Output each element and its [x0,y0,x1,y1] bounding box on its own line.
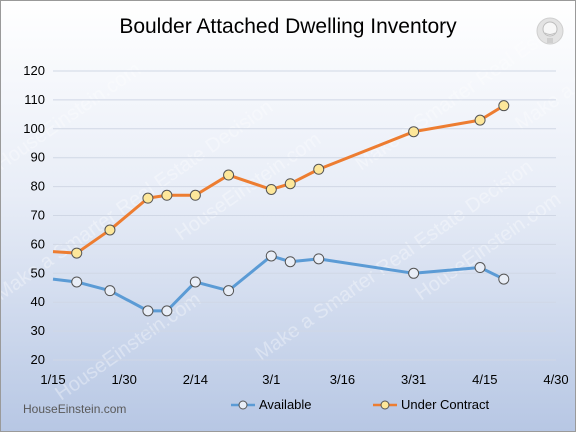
data-point [71,276,83,288]
data-point [313,163,325,175]
y-tick-label: 110 [24,92,45,107]
x-axis-ticks: 1/15 1/30 2/14 3/1 3/16 3/31 4/15 4/30 [40,372,568,387]
watermarks: Make a Smarter Real Estate DecisionHouse… [1,1,575,405]
data-point [161,305,173,317]
x-tick-label: 3/1 [262,372,280,387]
lightbulb-head-icon [536,17,564,45]
data-point [189,189,201,201]
x-tick-label: 3/31 [401,372,426,387]
x-tick-label: 4/30 [543,372,568,387]
y-tick-label: 30 [31,323,45,338]
data-point [265,250,277,262]
y-tick-label: 120 [23,63,45,78]
x-tick-label: 4/15 [472,372,497,387]
y-axis-ticks: 20 30 40 50 60 70 80 90 100 110 120 [23,63,45,367]
legend-label: Under Contract [401,397,490,412]
data-point [104,224,116,236]
chart-title: Boulder Attached Dwelling Inventory [119,15,457,38]
x-tick-label: 1/30 [112,372,137,387]
data-point [161,189,173,201]
data-point [223,285,235,297]
data-point [284,256,296,268]
y-tick-label: 90 [31,150,45,165]
data-point [408,267,420,279]
y-tick-label: 50 [31,265,45,280]
series-0 [52,250,510,317]
brand-footer: HouseEinstein.com [23,402,126,416]
data-point [498,100,510,112]
watermark-text: HouseEinstein.com [51,288,205,405]
data-point [142,305,154,317]
y-tick-label: 40 [31,294,45,309]
data-point [104,285,116,297]
data-point [474,262,486,274]
series-1 [52,100,510,259]
data-point [265,183,277,195]
data-point [284,178,296,190]
data-point [313,253,325,265]
data-point [474,114,486,126]
y-tick-label: 60 [31,236,45,251]
data-point [408,126,420,138]
x-tick-label: 2/14 [183,372,208,387]
data-point [71,247,83,259]
y-tick-label: 100 [23,121,45,136]
legend-entry: Under Contract [373,397,490,412]
legend-swatch-marker [380,400,390,410]
data-point [498,273,510,285]
y-tick-label: 20 [31,352,45,367]
data-point [142,192,154,204]
series-layer [52,100,510,317]
y-tick-label: 70 [31,208,45,223]
data-point [223,169,235,181]
x-tick-label: 1/15 [40,372,65,387]
y-tick-label: 80 [31,179,45,194]
legend-entry: Available [231,397,312,412]
legend: Available Under Contract [231,397,490,412]
data-point [189,276,201,288]
x-tick-label: 3/16 [330,372,355,387]
legend-label: Available [259,397,312,412]
legend-swatch-marker [238,400,248,410]
grid-lines [53,70,556,361]
